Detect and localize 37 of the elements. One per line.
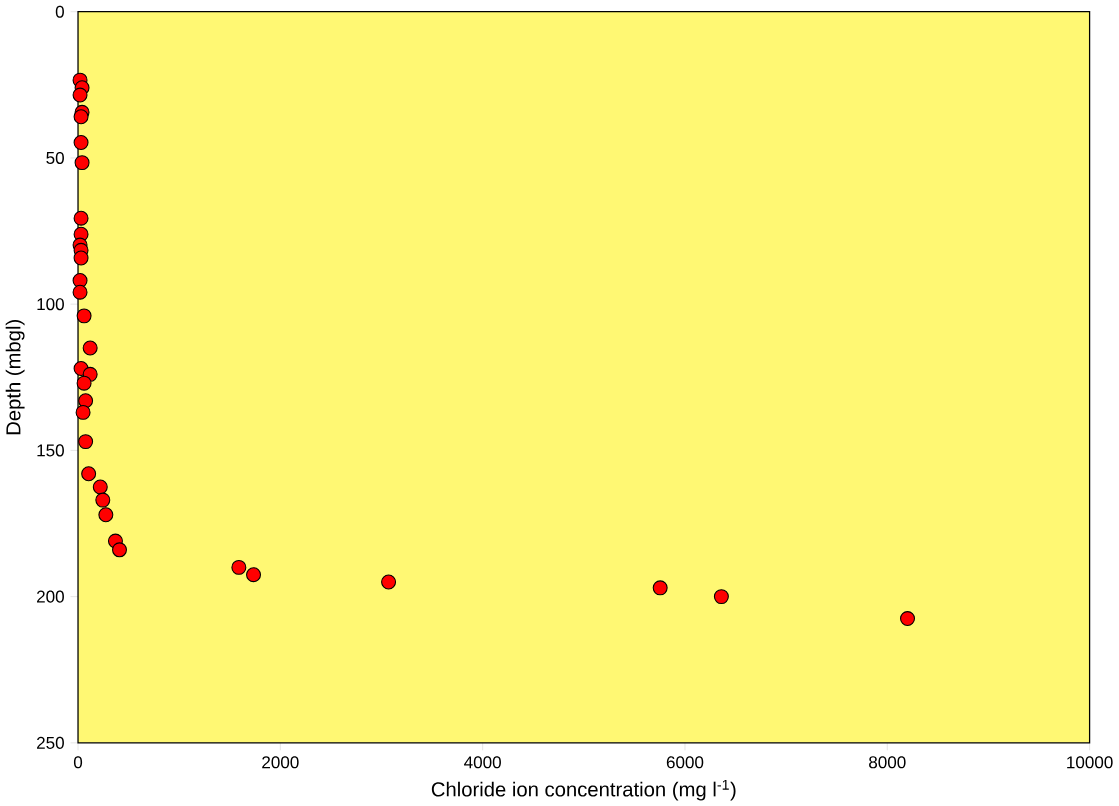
point: [713, 589, 729, 605]
point: [900, 610, 916, 626]
point: [652, 580, 668, 596]
y-tick-label: 200: [37, 590, 64, 603]
point: [81, 466, 97, 482]
point: [82, 340, 98, 356]
point: [76, 308, 92, 324]
x-tick-label: 2000: [262, 756, 299, 769]
x-axis-title: Chloride ion concentration (mg l$^{-1}$): [431, 779, 736, 801]
point: [72, 284, 88, 300]
point: [73, 109, 89, 125]
point: [74, 155, 90, 171]
y-tick-label: 150: [37, 444, 64, 457]
point: [76, 375, 92, 391]
point: [78, 434, 94, 450]
y-axis-title: Depth (mbgl): [5, 319, 25, 435]
x-tick-label: 4000: [464, 756, 501, 769]
point: [112, 542, 127, 558]
point: [72, 87, 88, 103]
y-tick-label: 50: [46, 151, 64, 164]
point: [73, 210, 89, 226]
y-tick-label: 100: [37, 298, 64, 311]
x-tick-label: 10000: [1067, 756, 1113, 769]
point: [95, 492, 111, 508]
x-tick-label: 0: [73, 756, 83, 769]
y-tick-label: 250: [37, 736, 64, 749]
point: [98, 507, 114, 523]
point: [231, 559, 247, 575]
point: [73, 134, 89, 150]
point: [381, 574, 397, 590]
point: [75, 404, 91, 420]
x-tick-label: 6000: [666, 756, 704, 769]
x-tick-label: 8000: [869, 756, 906, 769]
point: [92, 479, 108, 495]
y-tick-label: 0: [55, 5, 64, 18]
point: [246, 567, 262, 583]
point: [73, 250, 89, 266]
